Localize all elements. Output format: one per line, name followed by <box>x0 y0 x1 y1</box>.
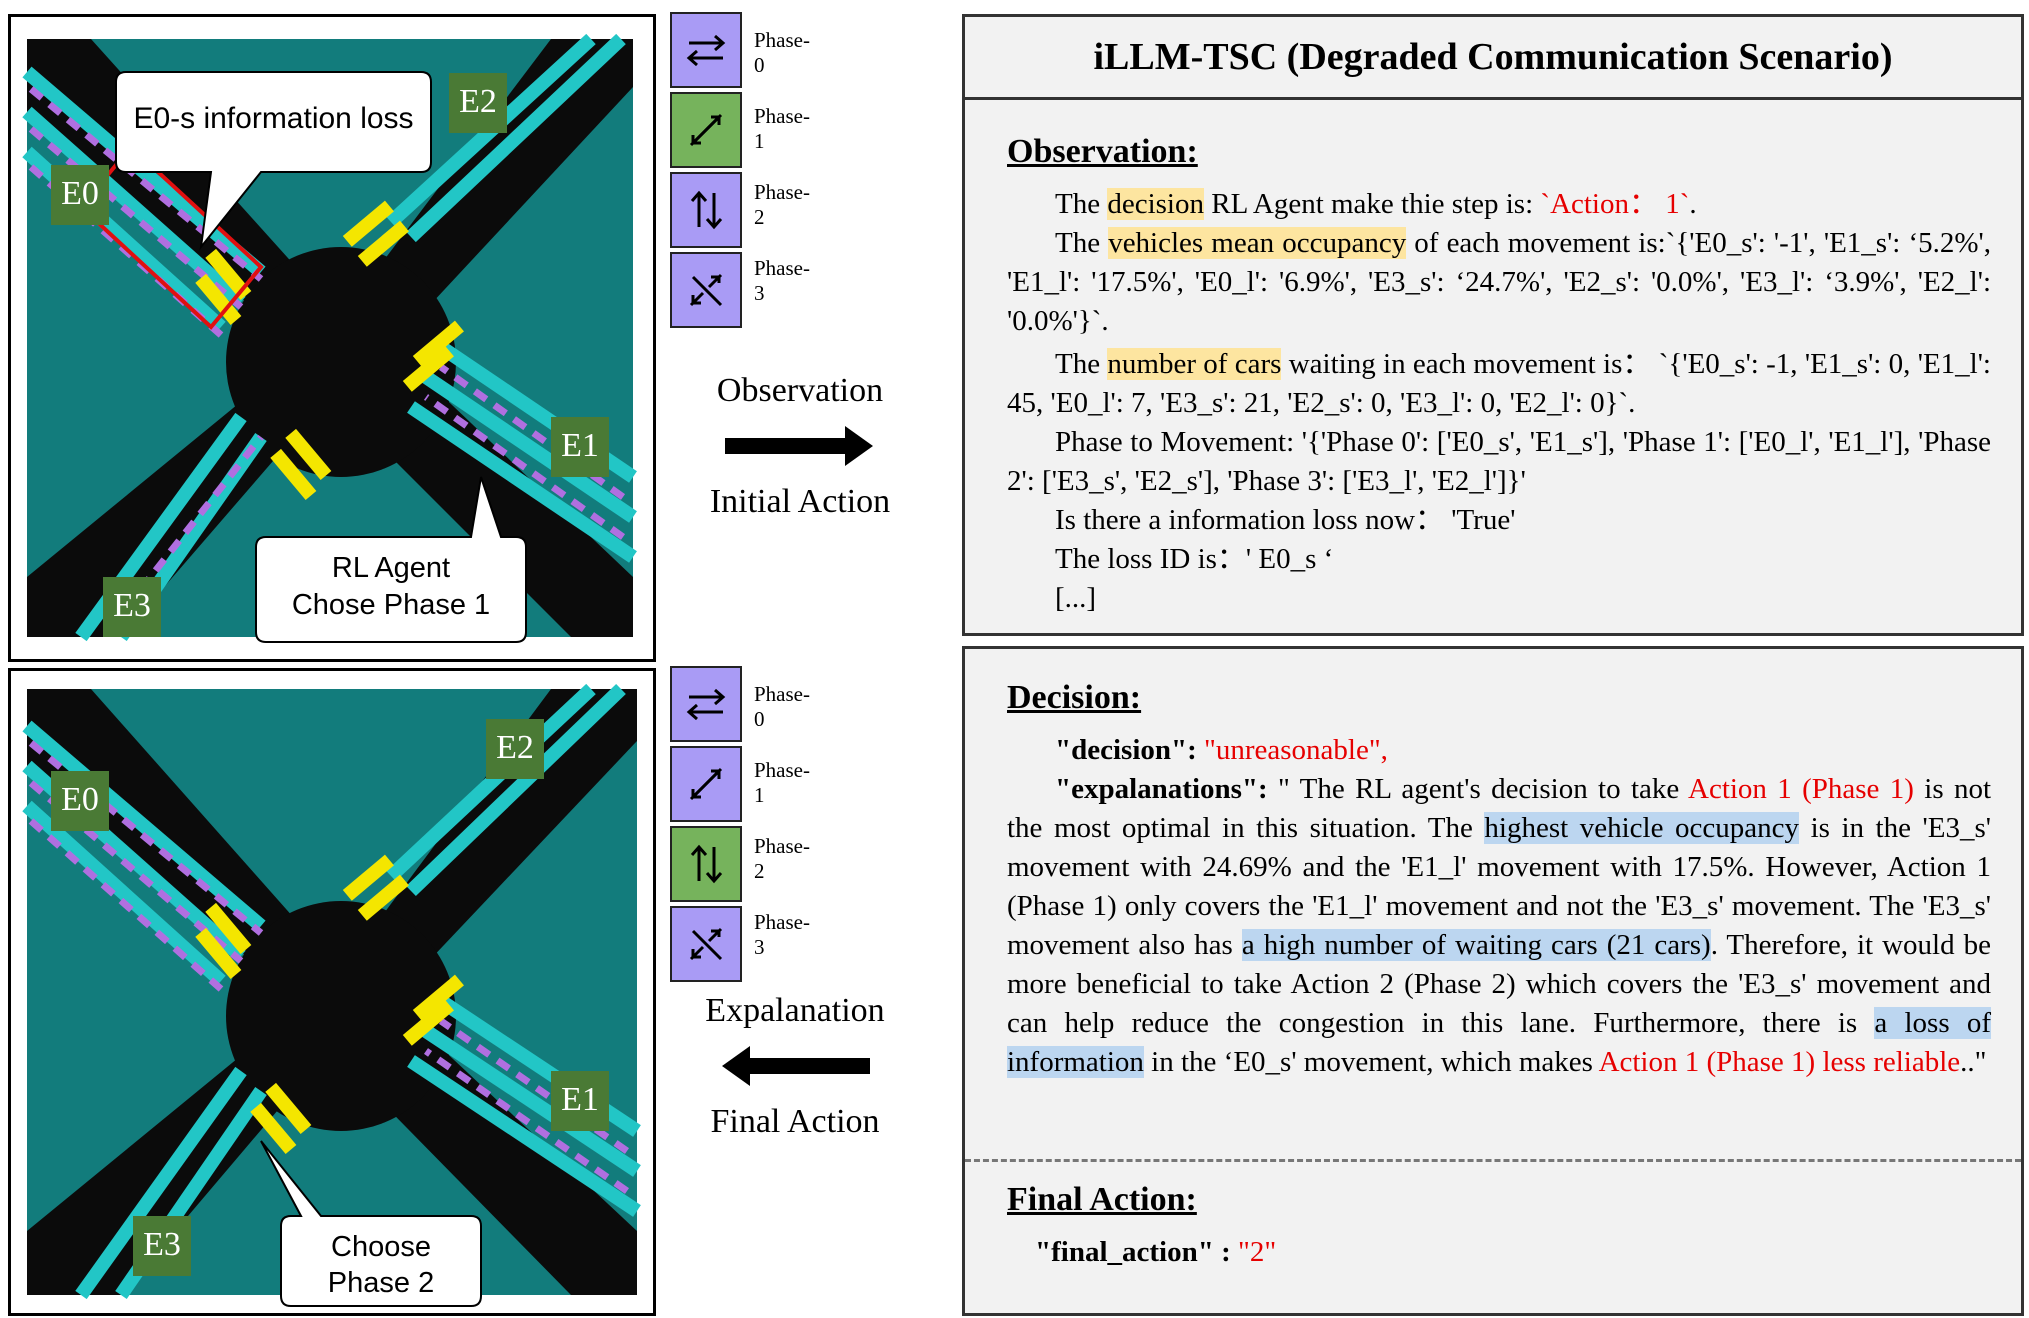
highlight-decision: decision <box>1107 188 1204 220</box>
phase-1-icon <box>689 767 723 801</box>
phase-1-box <box>670 92 742 168</box>
observation-line-loss-id: The loss ID is：' E0_s ‘ <box>1055 543 1334 575</box>
backward-arrow-group: Expalanation Final Action <box>680 992 910 1141</box>
top-simulation-frame: E0 E2 E1 E3 E0-s information loss RL Age… <box>8 14 656 662</box>
callout-choose-text-2: Phase 2 <box>327 1267 435 1299</box>
bottom-label-e2: E2 <box>496 729 534 766</box>
phase-1-label: Phase-1 <box>754 104 810 153</box>
action-1-ref: Action 1 (Phase 1) <box>1688 773 1914 805</box>
phase-3-box <box>670 252 742 328</box>
phase-2-icon <box>690 190 723 230</box>
bottom-simulation-frame: E0 E2 E1 E3 Choose Phase 2 <box>8 668 656 1316</box>
decision-line: "decision": "unreasonable", <box>1055 734 1388 766</box>
phase-0-box <box>670 12 742 88</box>
left-arrow-icon <box>722 1046 870 1086</box>
observation-line-phase-map: Phase to Movement: '{'Phase 0': ['E0_s',… <box>1007 426 1991 497</box>
highlight-waiting-cars: a high number of waiting cars (21 cars) <box>1241 929 1711 961</box>
top-label-e2: E2 <box>459 83 497 120</box>
final-action-line: "final_action" : "2" <box>1035 1236 1277 1268</box>
explanation-arrow-label: Expalanation <box>705 992 885 1029</box>
callout-choose-bubble <box>260 1140 482 1307</box>
less-reliable-ref: Action 1 (Phase 1) less reliable <box>1598 1046 1961 1078</box>
bottom-intersection-map <box>22 683 641 1307</box>
phase-2-box <box>670 826 742 902</box>
observation-line-waiting: The number of cars waiting in each movem… <box>1007 348 1991 419</box>
phase-0-box <box>670 666 742 742</box>
final-action-heading: Final Action: <box>1007 1181 1197 1218</box>
initial-action-arrow-label: Initial Action <box>709 483 891 520</box>
observation-heading: Observation: <box>1007 133 1198 170</box>
lanes <box>22 683 641 1300</box>
right-arrow-icon <box>725 426 873 466</box>
highlight-occupancy: vehicles mean occupancy <box>1108 227 1407 259</box>
observation-line-ellipsis: [...] <box>1055 582 1097 614</box>
panel-title: iLLM-TSC (Degraded Communication Scenari… <box>1093 36 1893 78</box>
explanation-paragraph: "expalanations": " The RL agent's decisi… <box>1007 773 1992 1078</box>
decision-heading: Decision: <box>1007 679 1142 716</box>
bottom-label-e3: E3 <box>143 1226 181 1263</box>
phase-3-box <box>670 906 742 982</box>
observation-section: Observation: The decision RL Agent make … <box>1007 133 1991 618</box>
phase-list-bottom: Phase-0 Phase-1 Phase-2 Phase-3 <box>670 666 810 986</box>
callout-agent-text-1: RL Agent <box>331 552 451 584</box>
phase-2-icon <box>690 844 723 884</box>
phase-3-label: Phase-3 <box>754 256 810 305</box>
llm-panel-top: iLLM-TSC (Degraded Communication Scenari… <box>962 14 2024 636</box>
phase-1-icon <box>689 113 723 147</box>
phase-0-label: Phase-0 <box>754 28 810 77</box>
phase-2-label: Phase-2 <box>754 180 810 229</box>
forward-arrow-group: Observation Initial Action <box>685 372 915 521</box>
action-value: `Action： 1` <box>1540 188 1690 220</box>
phase-2-label: Phase-2 <box>754 834 810 883</box>
llm-panel-bottom: Decision: "decision": "unreasonable", "e… <box>962 646 2024 1316</box>
phase-3-icon <box>689 273 723 307</box>
edge-labels <box>51 73 609 637</box>
callout-agent-bubble <box>255 476 527 643</box>
callout-agent-text-2: Chose Phase 1 <box>291 589 491 621</box>
callout-loss-text: E0-s information loss <box>133 102 414 135</box>
callout-choose-text-1: Choose <box>331 1231 431 1263</box>
crosswalks <box>195 200 464 500</box>
highlight-occupancy-blue: highest vehicle occupancy <box>1484 812 1800 844</box>
phase-0-icon <box>686 34 726 67</box>
final-action-value: "2" <box>1230 1236 1277 1268</box>
phase-list-top: Phase-0 Phase-1 Phase-2 Phase-3 <box>670 12 810 332</box>
observation-arrow-label: Observation <box>716 372 884 409</box>
section-divider <box>965 1159 2021 1162</box>
phase-3-icon <box>689 927 723 961</box>
final-action-section: Final Action: "final_action" : "2" <box>1007 1181 1991 1272</box>
callout-loss-bubble <box>115 71 432 251</box>
top-intersection-map <box>22 33 637 643</box>
phase-1-label: Phase-1 <box>754 758 810 807</box>
panel-title-bar: iLLM-TSC (Degraded Communication Scenari… <box>965 17 2021 100</box>
phase-1-box <box>670 746 742 822</box>
phase-0-icon <box>686 688 726 721</box>
top-label-e3: E3 <box>113 587 151 624</box>
phase-3-label: Phase-3 <box>754 910 810 959</box>
crosswalks <box>195 854 464 1154</box>
top-label-e0: E0 <box>61 175 99 212</box>
bottom-label-e0: E0 <box>61 781 99 818</box>
decision-value: "unreasonable", <box>1204 734 1388 766</box>
top-label-e1: E1 <box>561 427 599 464</box>
observation-line-occupancy: The vehicles mean occupancy of each move… <box>1007 227 1991 337</box>
loss-highlight-box <box>78 144 264 330</box>
final-action-arrow-label: Final Action <box>710 1103 880 1140</box>
phase-0-label: Phase-0 <box>754 682 810 731</box>
observation-line-decision: The decision RL Agent make thie step is:… <box>1055 188 1697 220</box>
edge-labels <box>51 719 609 1276</box>
decision-section: Decision: "decision": "unreasonable", "e… <box>1007 679 1991 1082</box>
phase-2-box <box>670 172 742 248</box>
observation-line-loss: Is there a information loss now： 'True' <box>1055 504 1516 536</box>
bottom-label-e1: E1 <box>561 1081 599 1118</box>
highlight-number-of-cars: number of cars <box>1107 348 1282 380</box>
